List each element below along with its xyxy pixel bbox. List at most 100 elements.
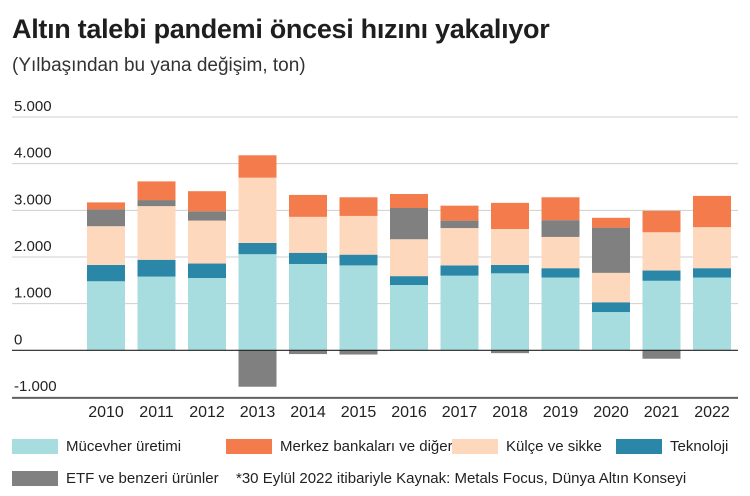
bar-segment-central-banks	[541, 197, 580, 221]
legend-swatch-etf	[12, 471, 58, 486]
bar-segment-etf	[289, 350, 327, 355]
bar-segment-jewelry	[390, 285, 428, 351]
bar-segment-technology	[541, 268, 580, 278]
legend-swatch-bars-coins	[452, 439, 498, 454]
bar-segment-central-banks	[390, 194, 428, 208]
bar-segment-jewelry	[491, 273, 529, 351]
legend-label-central-banks: Merkez bankaları ve diğer	[280, 438, 453, 455]
bar-segment-jewelry	[238, 254, 277, 351]
bar-segment-etf	[188, 211, 226, 221]
bar-segment-jewelry	[541, 277, 580, 351]
x-tick-label: 2010	[88, 404, 124, 421]
bar-segment-central-banks	[238, 155, 277, 178]
bar-segment-technology	[491, 264, 529, 274]
bar-segment-technology	[592, 302, 630, 313]
x-tick-label: 2022	[694, 404, 730, 421]
bar-segment-etf	[137, 200, 176, 207]
bar-segment-bars-coins	[491, 229, 529, 265]
x-tick-label: 2019	[543, 404, 579, 421]
x-tick-label: 2013	[240, 404, 276, 421]
y-tick-label: -1.000	[14, 378, 57, 395]
bar-segment-bars-coins	[390, 239, 428, 277]
y-tick-label: 2.000	[14, 238, 52, 255]
legend: Mücevher üretimi Merkez bankaları ve diğ…	[12, 430, 740, 490]
bar-segment-jewelry	[289, 264, 327, 351]
y-tick-label: 1.000	[14, 285, 52, 302]
bar-segment-technology	[642, 270, 681, 281]
y-tick-label: 5.000	[14, 98, 52, 115]
legend-swatch-jewelry	[12, 439, 58, 454]
bar-segment-bars-coins	[137, 206, 176, 260]
legend-item-bars-coins: Külçe ve sikke	[452, 438, 602, 455]
legend-item-technology: Teknoloji	[616, 438, 728, 455]
bar-segment-technology	[87, 264, 125, 282]
bar-segment-jewelry	[137, 276, 176, 351]
bar-segment-central-banks	[642, 210, 681, 233]
legend-item-central-banks: Merkez bankaları ve diğer	[226, 438, 453, 455]
bar-segment-jewelry	[87, 281, 125, 351]
legend-item-etf: ETF ve benzeri ürünler	[12, 470, 219, 487]
bar-segment-etf	[390, 208, 428, 240]
bar-segment-bars-coins	[440, 228, 479, 266]
bar-segment-technology	[339, 254, 378, 266]
bar-segment-etf	[238, 350, 277, 387]
bar-segment-bars-coins	[541, 236, 580, 269]
y-tick-label: 0	[14, 331, 22, 348]
bar-segment-jewelry	[693, 277, 731, 351]
bar-segment-etf	[541, 220, 580, 237]
bar-segment-jewelry	[642, 280, 681, 351]
legend-label-etf: ETF ve benzeri ürünler	[66, 470, 219, 487]
bar-segment-jewelry	[339, 265, 378, 351]
bar-segment-etf	[642, 350, 681, 359]
bar-segment-bars-coins	[693, 227, 731, 269]
bar-segment-etf	[339, 350, 378, 355]
bar-segment-technology	[188, 263, 226, 278]
bar-segment-central-banks	[592, 217, 630, 228]
bar-segment-central-banks	[693, 195, 731, 228]
bar-segment-technology	[693, 268, 731, 278]
legend-item-jewelry: Mücevher üretimi	[12, 438, 181, 455]
bar-segment-bars-coins	[188, 220, 226, 264]
chart-title: Altın talebi pandemi öncesi hızını yakal…	[12, 14, 550, 44]
x-tick-label: 2016	[391, 404, 427, 421]
legend-swatch-technology	[616, 439, 662, 454]
x-tick-label: 2018	[492, 404, 528, 421]
x-tick-label: 2011	[139, 404, 174, 421]
stacked-bar-chart: 5.000 4.000 3.000 2.000 1.000 0 -1.000 2010 2011…	[12, 98, 738, 421]
chart-subtitle: (Yılbaşından bu yana değişim, ton)	[12, 55, 306, 76]
y-tick-label: 4.000	[14, 145, 52, 162]
bar-segment-bars-coins	[238, 177, 277, 243]
bar-segment-central-banks	[491, 202, 529, 229]
x-tick-label: 2017	[442, 404, 478, 421]
bar-segment-central-banks	[289, 194, 327, 217]
bar-segment-central-banks	[87, 202, 125, 210]
bar-segment-etf	[87, 209, 125, 227]
legend-label-jewelry: Mücevher üretimi	[66, 438, 182, 455]
bar-segment-bars-coins	[339, 215, 378, 255]
bar-segment-technology	[390, 276, 428, 285]
bar-segment-jewelry	[440, 275, 479, 351]
bar-segment-bars-coins	[642, 232, 681, 271]
bar-segment-jewelry	[188, 278, 226, 351]
bar-segment-central-banks	[339, 197, 378, 216]
bar-segment-bars-coins	[289, 216, 327, 253]
bar-segment-central-banks	[137, 181, 176, 201]
x-tick-label: 2020	[593, 404, 629, 421]
footnote-source: *30 Eylül 2022 itibariyle Kaynak: Metals…	[236, 470, 687, 487]
bar-segment-bars-coins	[87, 226, 125, 265]
bar-segment-technology	[289, 252, 327, 264]
bar-segment-jewelry	[592, 312, 630, 351]
legend-swatch-central-banks	[226, 439, 272, 454]
bar-segment-technology	[137, 259, 176, 277]
bar-segment-etf	[491, 350, 529, 354]
bar-segment-technology	[238, 243, 277, 255]
legend-label-technology: Teknoloji	[670, 438, 729, 455]
x-tick-label: 2012	[189, 404, 225, 421]
y-tick-label: 3.000	[14, 191, 52, 208]
bar-segment-bars-coins	[592, 272, 630, 303]
bar-segment-central-banks	[440, 205, 479, 221]
legend-label-bars-coins: Külçe ve sikke	[506, 438, 602, 455]
x-tick-label: 2015	[341, 404, 377, 421]
bar-segment-technology	[440, 265, 479, 276]
bar-segment-etf	[440, 220, 479, 229]
